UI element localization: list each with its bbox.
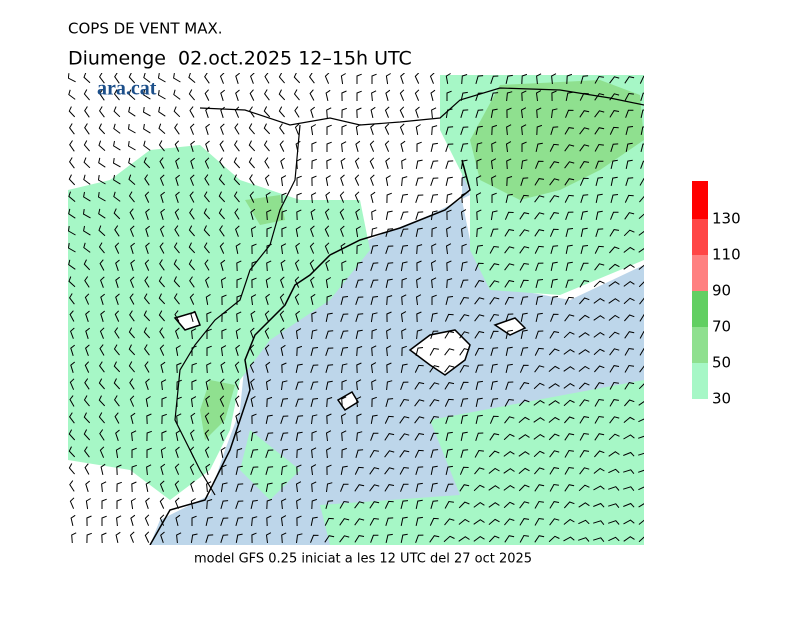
- colorbar-label: 50: [712, 354, 731, 372]
- islands: [173, 311, 527, 412]
- colorbar-segment: [692, 255, 708, 291]
- colorbar-segment: [692, 181, 708, 219]
- footer: model GFS 0.25 iniciat a les 12 UTC del …: [194, 552, 532, 567]
- colorbar-segment: [692, 327, 708, 363]
- strong-wind-zone: [200, 80, 644, 440]
- logo: ara.cat: [97, 78, 157, 100]
- coastline: [149, 159, 471, 545]
- colorbar-label: 130: [712, 210, 741, 228]
- colorbar-label: 70: [712, 318, 731, 336]
- title: COPS DE VENT MAX.: [68, 20, 223, 38]
- colorbar-segment: [692, 291, 708, 327]
- colorbar-segment: [692, 363, 708, 399]
- colorbar-segment: [692, 219, 708, 255]
- map: [68, 73, 644, 545]
- colorbar-label: 90: [712, 282, 731, 300]
- colorbar-label: 110: [712, 246, 741, 264]
- colorbar-label: 30: [712, 390, 731, 408]
- subtitle: Diumenge 02.oct.2025 12–15h UTC: [68, 48, 412, 70]
- colorbar: 30 50 70 90 110 130: [692, 181, 741, 408]
- wind-barbs: [68, 73, 644, 544]
- borders: [174, 87, 644, 496]
